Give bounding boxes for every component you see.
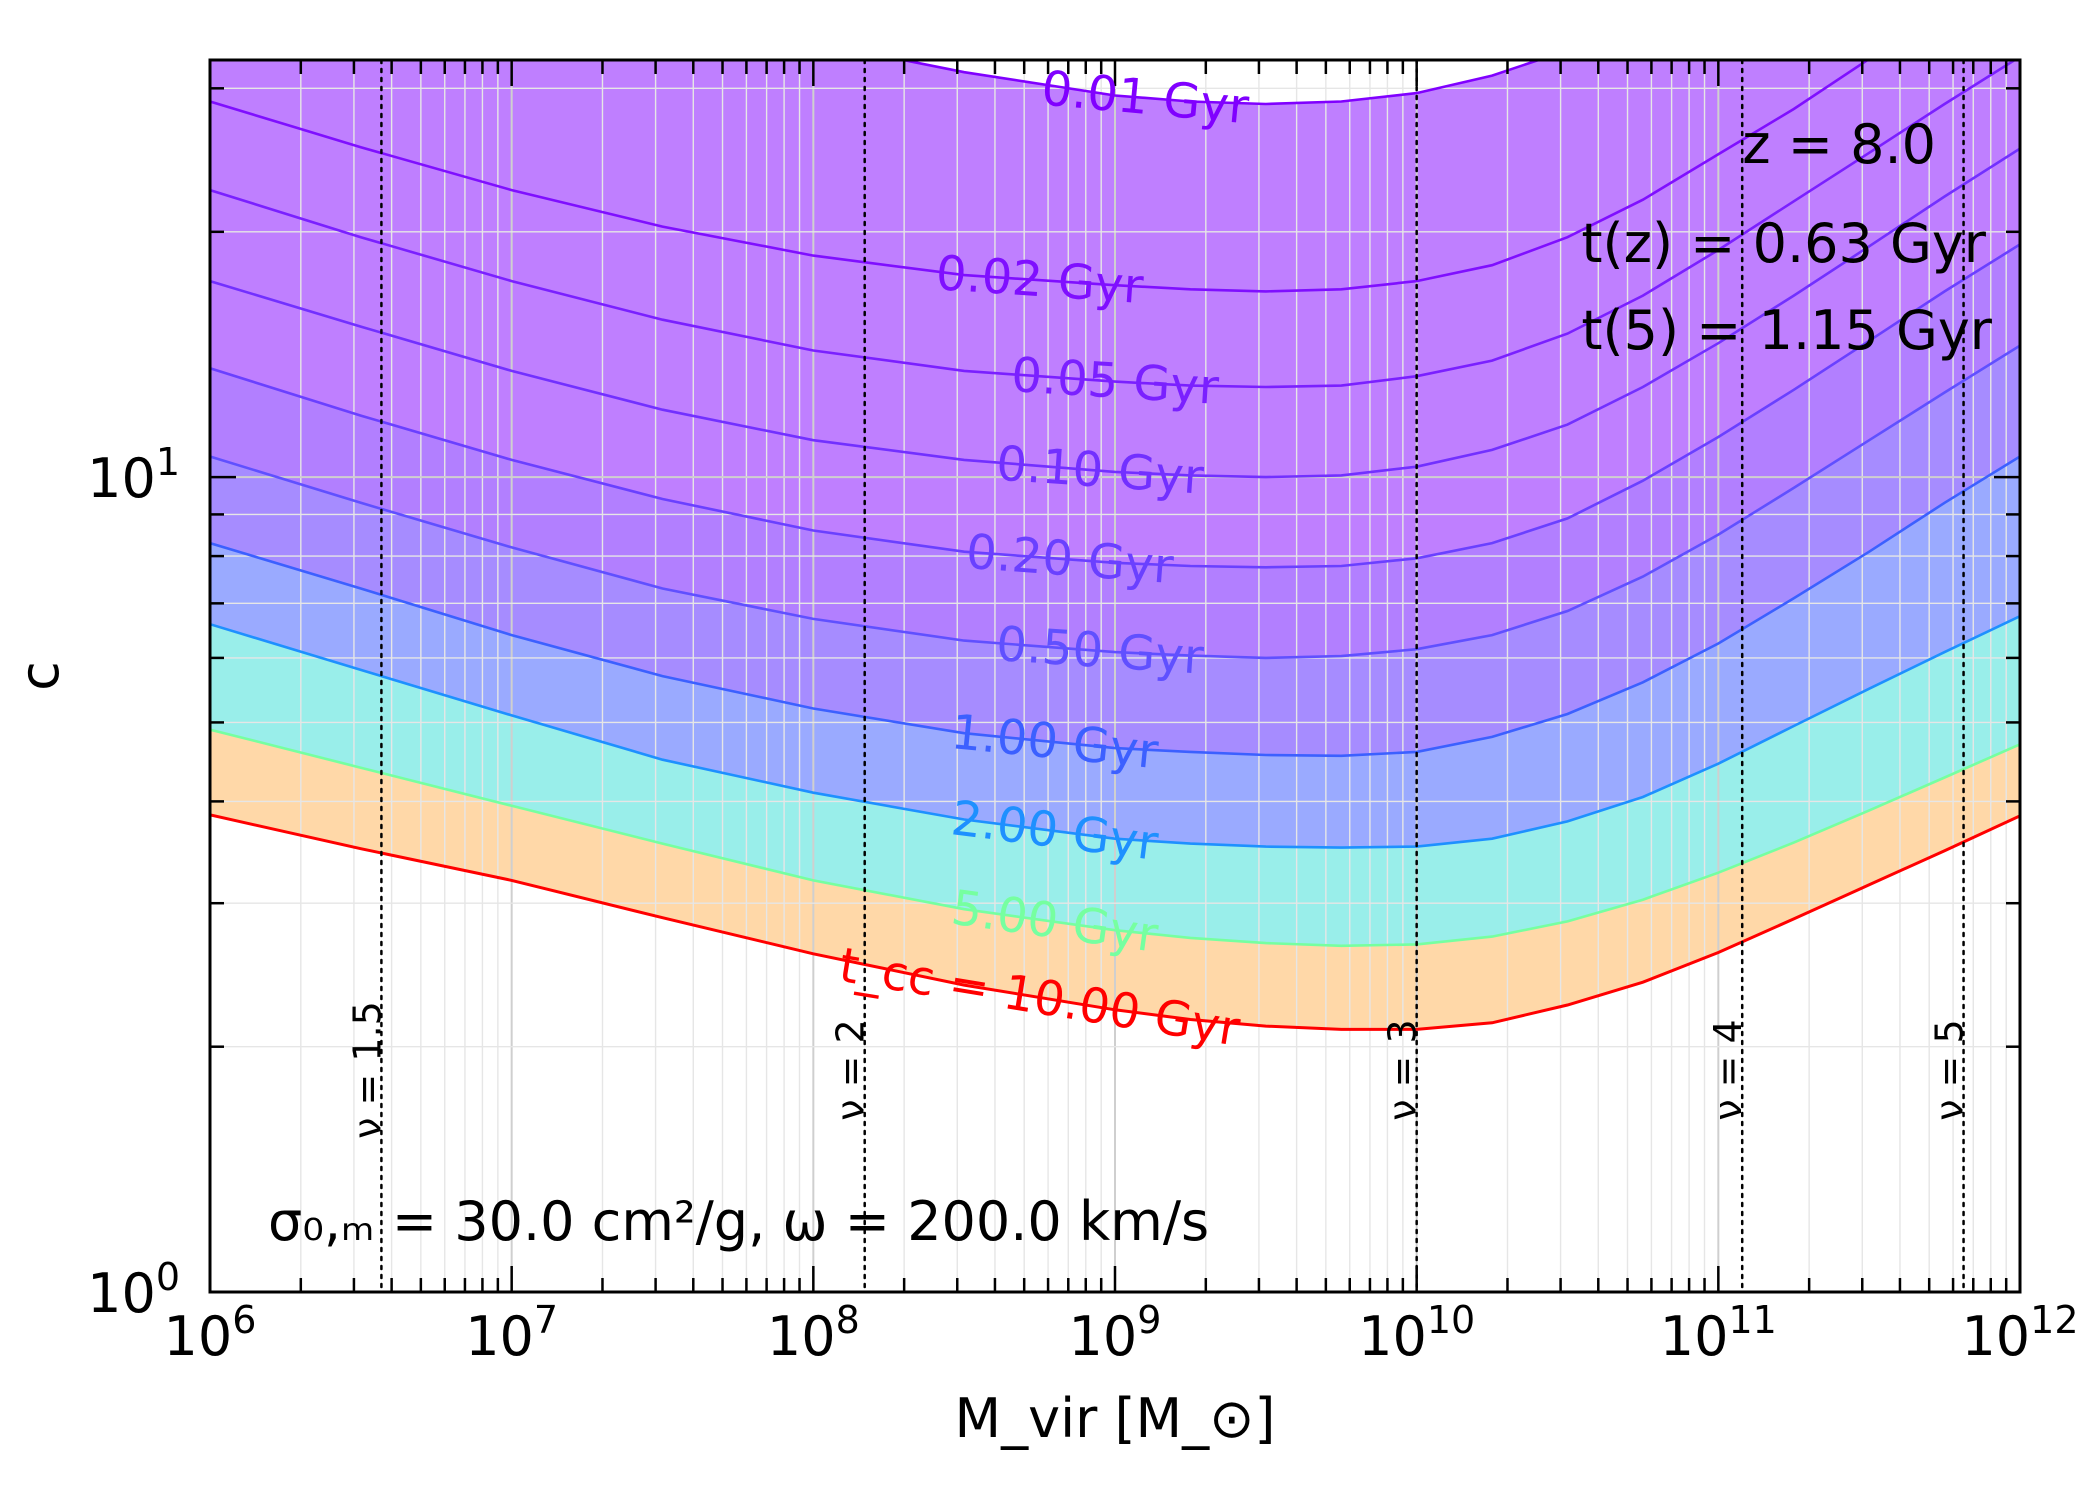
nu-lines	[380, 60, 1965, 1292]
age-annotation: t(z) = 0.63 Gyr	[1581, 212, 1986, 275]
contour-line-tcc-0.20	[210, 243, 2020, 569]
contour-line-tcc-5.00	[210, 728, 2020, 948]
plot-area	[210, 60, 2020, 1292]
x-tick-label: 106	[164, 1298, 257, 1368]
label-nu-1.5: ν = 1.5	[345, 1001, 389, 1139]
contour-label-tcc-0.02: 0.02 Gyr	[934, 245, 1145, 315]
contour-line-tcc-0.05	[210, 60, 2018, 389]
band-tcc-0.50	[210, 345, 2020, 756]
y-axis-label: c	[8, 661, 71, 691]
x-tick-label: 107	[465, 1298, 558, 1368]
label-nu-3: ν = 3	[1381, 1019, 1425, 1120]
x-tick-label: 1012	[1961, 1298, 2078, 1368]
contour-fills	[210, 60, 2020, 1030]
contour-line-tcc-0.01	[896, 60, 1543, 106]
y-tick-label: 101	[87, 440, 180, 510]
x-tick-label: 108	[767, 1298, 860, 1368]
band-tcc-0.20	[210, 244, 2020, 658]
y-tick-labels: 100 101	[87, 440, 180, 1325]
x-tick-label: 1011	[1660, 1298, 1777, 1368]
band-tcc-0.05	[210, 60, 2020, 478]
contour-line-tcc-10.00	[210, 813, 2020, 1031]
label-nu-4: ν = 4	[1706, 1019, 1750, 1120]
band-tcc-0.02	[210, 60, 2015, 387]
nu-labels: ν = 1.5 ν = 2 ν = 3 ν = 4 ν = 5	[345, 1001, 1971, 1139]
contour-label-tcc-0.50: 0.50 Gyr	[995, 616, 1206, 686]
contour-lines	[210, 60, 2020, 1031]
contour-line-tcc-0.50	[210, 344, 2020, 660]
contour-line-tcc-0.02	[210, 60, 1870, 293]
contour-line-tcc-0.10	[210, 147, 2020, 479]
x-tick-label: 109	[1069, 1298, 1162, 1368]
redshift-annotation: z = 8.0	[1742, 113, 1936, 176]
contour-label-tcc-0.05: 0.05 Gyr	[1010, 347, 1221, 416]
age-z5-annotation: t(5) = 1.15 Gyr	[1581, 299, 1992, 362]
band-tcc-0.10	[210, 148, 2020, 568]
x-tick-label: 1010	[1358, 1298, 1475, 1368]
band-tcc-1.00	[210, 456, 2020, 848]
contour-line-tcc-1.00	[210, 455, 2020, 758]
x-axis-label: M_vir [M_⊙]	[955, 1387, 1276, 1450]
label-nu-2: ν = 2	[829, 1019, 873, 1120]
band-tcc-0.01	[210, 60, 1868, 292]
band-tcc-2.00	[210, 616, 2020, 946]
cross-section-annotation: σ₀,ₘ = 30.0 cm²/g, ω = 200.0 km/s	[268, 1190, 1209, 1253]
x-tick-labels: 106 107 108 109 1010 1011 1012	[164, 1298, 2079, 1368]
contour-line-tcc-2.00	[210, 615, 2020, 849]
label-nu-5: ν = 5	[1928, 1019, 1972, 1120]
plot-frame	[208, 58, 2022, 1294]
y-tick-label: 100	[87, 1255, 180, 1325]
band-tcc-5.00	[210, 729, 2020, 1030]
